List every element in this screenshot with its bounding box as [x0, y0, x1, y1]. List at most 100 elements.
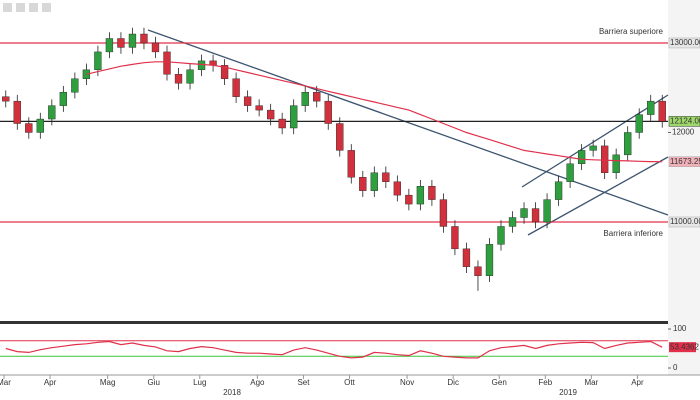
candle-body: [290, 105, 298, 129]
x-tick-label: Mar: [0, 378, 11, 387]
candle-body: [508, 217, 517, 227]
rsi-line: [5, 340, 663, 359]
candle-body: [451, 226, 459, 250]
level-label-box: [668, 37, 700, 49]
candle-body: [474, 266, 482, 276]
candle-body: [94, 51, 102, 71]
candle-body: [278, 118, 286, 129]
candle-body: [531, 208, 540, 223]
candle-body: [117, 38, 125, 48]
candle-body: [255, 105, 263, 111]
rsi-last-label: 53.4362: [670, 342, 699, 351]
x-tick-label: Mar: [584, 378, 598, 387]
x-tick-label: Set: [297, 378, 310, 387]
candle-body: [589, 145, 597, 151]
year-label: 2018: [223, 388, 241, 397]
x-tick-label: Giu: [147, 378, 159, 387]
price-axis-panel: [668, 0, 700, 375]
x-tick-label: Gen: [492, 378, 507, 387]
candle-body: [543, 199, 551, 223]
candle-body: [151, 42, 160, 53]
candle-body: [612, 154, 620, 173]
tool-icon[interactable]: [29, 3, 38, 12]
year-label: 2019: [559, 388, 577, 397]
candle-body: [370, 172, 378, 191]
panel-separator: [0, 321, 668, 324]
rsi-tick-label: 100: [673, 324, 687, 333]
candle-body: [36, 118, 44, 133]
rsi-label-box: [669, 342, 696, 353]
channel-line: [521, 94, 669, 188]
x-tick-label: Apr: [631, 378, 644, 387]
tool-icon[interactable]: [42, 3, 51, 12]
candle-body: [232, 78, 240, 97]
candle-body: [82, 69, 91, 79]
x-tick-label: Dic: [447, 378, 459, 387]
candle-body: [566, 163, 574, 182]
candle-body: [25, 123, 33, 133]
candle-body: [347, 150, 355, 178]
candle-body: [2, 96, 10, 102]
candle-body: [174, 74, 183, 84]
x-tick-label: Apr: [44, 378, 57, 387]
candle-body: [462, 248, 471, 267]
candle-body: [163, 51, 171, 75]
candle-body: [428, 185, 436, 200]
level-label: 13000.0000: [670, 38, 700, 47]
candle-body: [59, 91, 68, 106]
rsi-tick-label: 0: [673, 363, 678, 372]
x-tick-label: Feb: [538, 378, 552, 387]
candle-body: [439, 199, 448, 227]
level-label: 11000.0000: [670, 217, 700, 226]
candle-body: [393, 181, 401, 196]
candle-body: [267, 109, 275, 120]
candle-body: [140, 33, 148, 44]
x-tick-label: Nov: [400, 378, 414, 387]
ma-label-box: [668, 156, 700, 167]
level-name: Barriera inferiore: [603, 229, 663, 238]
candle-body: [243, 96, 252, 106]
trendline: [147, 29, 669, 216]
x-tick-label: Ott: [344, 378, 355, 387]
candle-body: [497, 226, 505, 245]
moving-average: [86, 61, 663, 163]
candle-body: [313, 91, 321, 102]
candle-body: [186, 69, 194, 84]
candle-body: [416, 185, 425, 205]
candle-body: [554, 181, 563, 200]
candle-body: [197, 60, 206, 71]
x-tick-label: Ago: [250, 378, 265, 387]
candle-body: [485, 244, 494, 276]
x-tick-label: Lug: [193, 378, 206, 387]
candle-body: [13, 100, 21, 124]
y-tick-label: 12000: [672, 128, 695, 137]
x-tick-label: Mag: [100, 378, 116, 387]
candle-body: [647, 100, 655, 115]
tool-icon[interactable]: [3, 3, 12, 12]
toolbar[interactable]: [3, 3, 51, 12]
candle-body: [220, 65, 229, 79]
candle-body: [382, 172, 390, 182]
candle-body: [324, 100, 332, 124]
candle-body: [48, 105, 56, 120]
last-price-box: [668, 116, 700, 127]
candle-body: [359, 177, 367, 191]
candle-body: [577, 150, 586, 165]
candle-body: [601, 145, 609, 173]
level-label-box: [668, 216, 700, 228]
candle-body: [635, 114, 643, 133]
candle-body: [128, 33, 137, 48]
tool-icon[interactable]: [16, 3, 25, 12]
ma-last-label: 11673.2549: [670, 157, 700, 166]
candle-body: [301, 91, 309, 106]
level-name: Barriera superiore: [599, 27, 664, 36]
candle-body: [658, 100, 666, 122]
candle-body: [624, 132, 632, 156]
candle-body: [520, 208, 528, 218]
last-price-label: 12124.0000: [670, 116, 700, 125]
candle-body: [71, 78, 79, 93]
candle-body: [405, 194, 413, 205]
candle-body: [105, 38, 114, 53]
